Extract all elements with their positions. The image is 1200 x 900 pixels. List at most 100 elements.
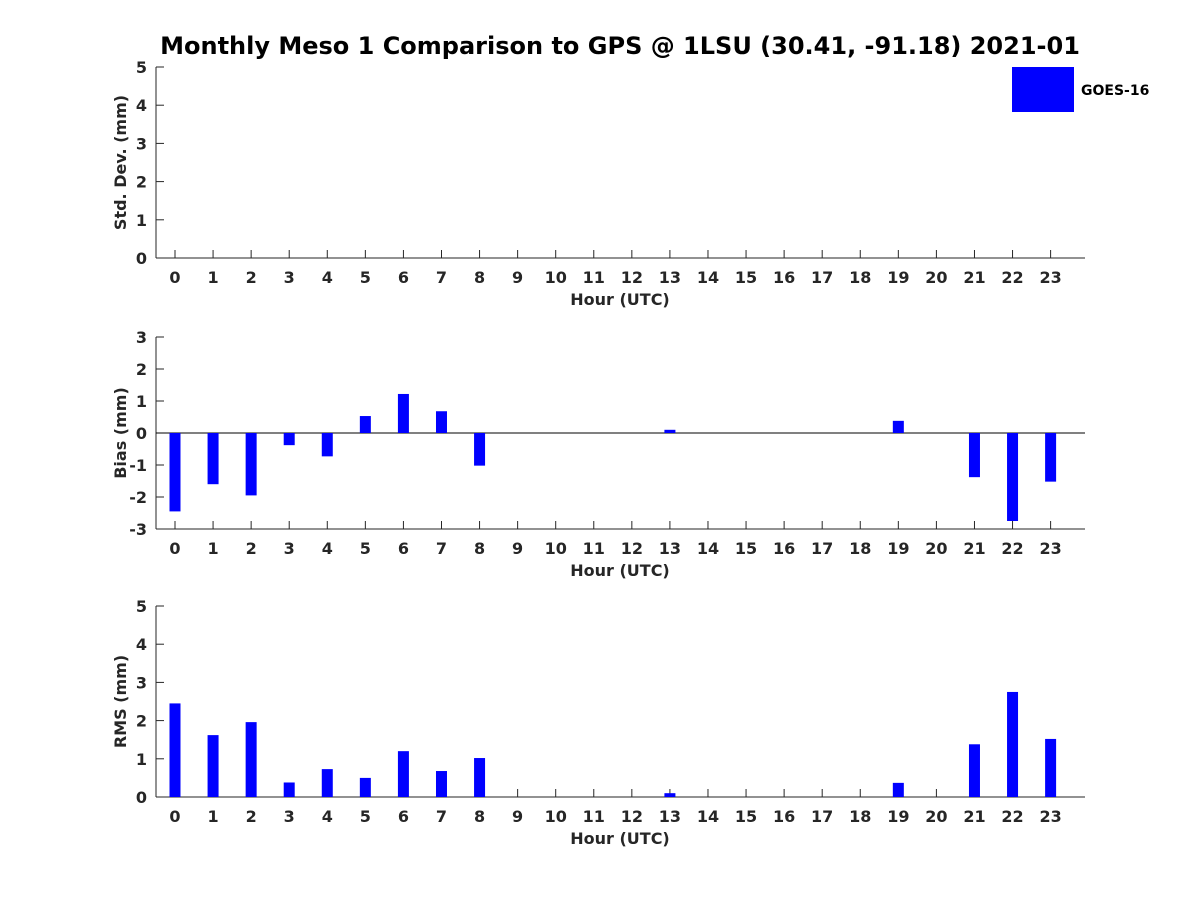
x-tick-label: 14	[697, 268, 719, 287]
x-tick-label: 18	[849, 268, 871, 287]
bar	[474, 758, 486, 797]
x-tick-label: 2	[246, 807, 257, 826]
bar	[207, 433, 219, 485]
bar	[968, 433, 980, 478]
x-tick-label: 12	[621, 268, 643, 287]
y-tick-label: 3	[136, 134, 147, 153]
bar	[283, 782, 295, 797]
bar	[207, 735, 219, 797]
bar	[892, 420, 904, 433]
x-tick-label: 4	[322, 268, 333, 287]
x-tick-label: 3	[284, 539, 295, 558]
y-tick-label: -2	[129, 488, 147, 507]
y-tick-label: 1	[136, 750, 147, 769]
x-tick-label: 3	[284, 268, 295, 287]
x-tick-label: 16	[773, 268, 795, 287]
x-tick-label: 22	[1001, 807, 1023, 826]
legend-swatch	[1012, 67, 1074, 112]
y-axis-label: Std. Dev. (mm)	[111, 95, 130, 230]
x-tick-label: 8	[474, 807, 485, 826]
x-tick-label: 7	[436, 268, 447, 287]
legend-label: GOES-16	[1081, 83, 1149, 99]
y-tick-label: 1	[136, 211, 147, 230]
bar	[1045, 433, 1057, 482]
x-tick-label: 13	[659, 539, 681, 558]
x-tick-label: 19	[887, 268, 909, 287]
y-tick-label: 3	[136, 328, 147, 347]
x-tick-label: 23	[1039, 539, 1061, 558]
x-tick-label: 0	[169, 268, 180, 287]
x-tick-label: 15	[735, 807, 757, 826]
y-tick-label: 2	[136, 360, 147, 379]
x-tick-label: 2	[246, 539, 257, 558]
x-tick-label: 11	[583, 268, 605, 287]
x-tick-label: 23	[1039, 807, 1061, 826]
x-tick-label: 14	[697, 539, 719, 558]
y-tick-label: 0	[136, 788, 147, 807]
x-tick-label: 17	[811, 807, 833, 826]
bar	[664, 429, 676, 433]
x-axis-label: Hour (UTC)	[570, 561, 670, 580]
bar	[169, 703, 181, 797]
y-tick-label: 5	[136, 597, 147, 616]
bar	[1007, 433, 1019, 521]
x-tick-label: 22	[1001, 268, 1023, 287]
x-tick-label: 10	[545, 807, 567, 826]
bar	[435, 771, 447, 797]
y-tick-label: 4	[136, 635, 147, 654]
bar	[359, 777, 371, 797]
y-tick-label: 4	[136, 96, 147, 115]
x-tick-label: 20	[925, 539, 947, 558]
y-tick-label: 0	[136, 424, 147, 443]
y-axis-label: Bias (mm)	[111, 387, 130, 479]
bar	[321, 433, 333, 457]
x-tick-label: 19	[887, 807, 909, 826]
x-tick-label: 4	[322, 539, 333, 558]
chart-title: Monthly Meso 1 Comparison to GPS @ 1LSU …	[160, 32, 1080, 60]
x-tick-label: 10	[545, 539, 567, 558]
x-tick-label: 8	[474, 539, 485, 558]
bar	[359, 416, 371, 433]
x-tick-label: 6	[398, 807, 409, 826]
x-tick-label: 9	[512, 807, 523, 826]
x-axis-label: Hour (UTC)	[570, 290, 670, 309]
x-tick-label: 10	[545, 268, 567, 287]
bar	[397, 393, 409, 433]
bar	[321, 769, 333, 797]
x-tick-label: 6	[398, 268, 409, 287]
bar	[1045, 738, 1057, 797]
bar	[968, 744, 980, 797]
bar	[435, 411, 447, 433]
x-tick-label: 16	[773, 539, 795, 558]
bar	[245, 433, 257, 496]
x-tick-label: 8	[474, 268, 485, 287]
x-tick-label: 19	[887, 539, 909, 558]
x-tick-label: 0	[169, 539, 180, 558]
x-tick-label: 18	[849, 807, 871, 826]
y-tick-label: 0	[136, 249, 147, 268]
x-tick-label: 20	[925, 807, 947, 826]
x-tick-label: 7	[436, 807, 447, 826]
y-tick-label: 3	[136, 673, 147, 692]
y-tick-label: -1	[129, 456, 147, 475]
x-tick-label: 4	[322, 807, 333, 826]
y-axis-label: RMS (mm)	[111, 655, 130, 748]
x-tick-label: 21	[963, 268, 985, 287]
y-tick-label: 1	[136, 392, 147, 411]
x-tick-label: 15	[735, 539, 757, 558]
x-tick-label: 6	[398, 539, 409, 558]
y-tick-label: 2	[136, 712, 147, 731]
x-tick-label: 2	[246, 268, 257, 287]
x-tick-label: 12	[621, 807, 643, 826]
y-tick-label: 5	[136, 58, 147, 77]
x-tick-label: 7	[436, 539, 447, 558]
y-tick-label: 2	[136, 173, 147, 192]
legend: GOES-16	[1012, 67, 1149, 112]
x-axis-label: Hour (UTC)	[570, 829, 670, 848]
bar	[664, 793, 676, 797]
x-tick-label: 20	[925, 268, 947, 287]
